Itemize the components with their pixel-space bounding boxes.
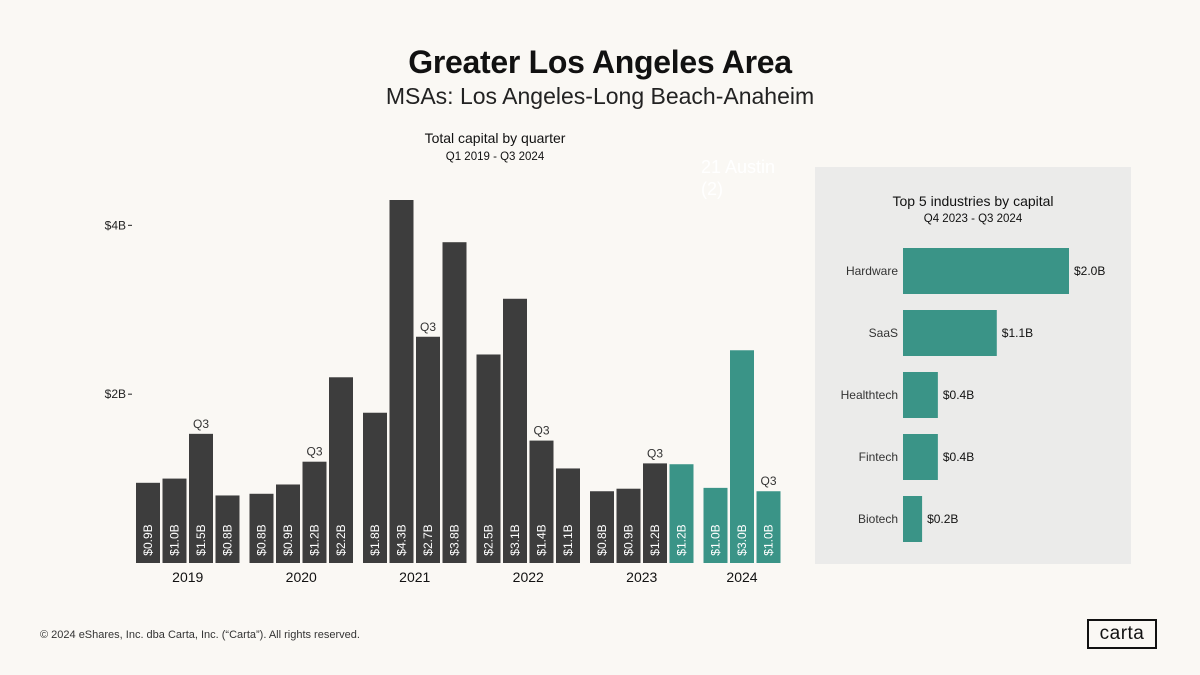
industry-bar xyxy=(903,496,923,542)
bar-value-label: $0.8B xyxy=(595,524,609,555)
industries-subtitle: Q4 2023 - Q3 2024 xyxy=(923,213,1023,225)
bar xyxy=(442,242,467,564)
bar-value-label: $3.0B xyxy=(735,524,749,555)
bar xyxy=(703,487,728,563)
industry-label: Biotech xyxy=(858,512,898,526)
bar-value-label: $1.0B xyxy=(709,524,723,555)
copyright-footer: © 2024 eShares, Inc. dba Carta, Inc. (“C… xyxy=(40,629,360,641)
bar-value-label: $4.3B xyxy=(395,524,409,555)
bar xyxy=(590,491,614,563)
ghost-line-2: (2) xyxy=(701,179,723,199)
bar xyxy=(730,350,754,563)
industry-value-label: $0.2B xyxy=(927,512,958,526)
page-subtitle: MSAs: Los Angeles-Long Beach-Anaheim xyxy=(385,83,815,109)
x-year-label: 2021 xyxy=(399,569,430,585)
bar xyxy=(189,433,213,563)
industry-value-label: $1.1B xyxy=(1002,326,1033,340)
x-year-label: 2020 xyxy=(286,569,317,585)
bar xyxy=(416,336,440,563)
industry-bar xyxy=(903,248,1069,294)
bar-value-label: $3.8B xyxy=(448,524,462,555)
bar xyxy=(529,440,554,563)
bar xyxy=(363,412,387,563)
q3-marker: Q3 xyxy=(647,446,663,460)
industry-value-label: $2.0B xyxy=(1074,264,1105,278)
industry-bar xyxy=(903,372,938,418)
bar xyxy=(669,464,694,563)
bar-value-label: $2.5B xyxy=(482,524,496,555)
bar-value-label: $1.0B xyxy=(762,524,776,555)
bar xyxy=(329,377,353,563)
industry-bar xyxy=(903,310,997,356)
ghost-overlay-text: 21 Austin (2) xyxy=(701,156,775,200)
industry-value-label: $0.4B xyxy=(943,388,974,402)
q3-marker: Q3 xyxy=(193,417,209,431)
q3-marker: Q3 xyxy=(533,424,549,438)
q3-marker: Q3 xyxy=(420,320,436,334)
bar xyxy=(476,354,501,563)
q3-marker: Q3 xyxy=(760,474,776,488)
bar-value-label: $1.5B xyxy=(194,524,208,555)
bar xyxy=(503,298,527,563)
bar-value-label: $1.2B xyxy=(648,524,662,555)
x-year-label: 2024 xyxy=(726,569,757,585)
industry-label: Healthtech xyxy=(841,388,898,402)
industry-label: SaaS xyxy=(869,326,898,340)
y-tick-label: $4B xyxy=(105,218,126,232)
bar xyxy=(556,468,580,563)
x-year-label: 2022 xyxy=(513,569,544,585)
chart-subtitle: Q1 2019 - Q3 2024 xyxy=(445,151,545,163)
x-year-label: 2023 xyxy=(626,569,657,585)
industry-bar xyxy=(903,434,938,480)
bar-value-label: $1.1B xyxy=(561,524,575,555)
x-year-label: 2019 xyxy=(172,569,203,585)
ghost-line-1: 21 Austin xyxy=(701,157,776,177)
bar-value-label: $0.8B xyxy=(255,524,269,555)
bar xyxy=(616,488,641,563)
bar-value-label: $3.1B xyxy=(508,524,522,555)
bar-value-label: $0.9B xyxy=(622,524,636,555)
bar xyxy=(136,482,160,563)
carta-logo[interactable]: carta xyxy=(1087,619,1157,649)
bar xyxy=(756,491,781,563)
bar xyxy=(249,493,274,563)
capital-by-quarter-chart: $2B $4B $0.9B $1.0B $1.5B Q3 $0.8B $0.8B $0.9B $1… xyxy=(105,200,781,585)
bar-value-label: $2.7B xyxy=(421,524,435,555)
bar-value-label: $1.2B xyxy=(308,524,322,555)
page-title: Greater Los Angeles Area xyxy=(408,44,792,80)
bar-value-label: $0.8B xyxy=(221,524,235,555)
industry-label: Hardware xyxy=(846,264,898,278)
chart-title: Total capital by quarter xyxy=(424,130,566,146)
bar-value-label: $1.4B xyxy=(535,524,549,555)
industry-value-label: $0.4B xyxy=(943,450,974,464)
bar xyxy=(162,478,187,563)
bar xyxy=(643,463,667,563)
bar xyxy=(389,200,414,563)
bar-value-label: $0.9B xyxy=(141,524,155,555)
top-industries-chart: Hardware $2.0B SaaS $1.1B Healthtech $0.4B Fin… xyxy=(841,248,1105,542)
y-tick-label: $2B xyxy=(105,387,126,401)
q3-marker: Q3 xyxy=(306,445,322,459)
bar xyxy=(302,461,327,563)
industry-label: Fintech xyxy=(859,450,898,464)
bar xyxy=(276,484,300,563)
bar-value-label: $0.9B xyxy=(281,524,295,555)
bar-value-label: $2.2B xyxy=(334,524,348,555)
bar-value-label: $1.8B xyxy=(368,524,382,555)
bar-value-label: $1.2B xyxy=(675,524,689,555)
bar-value-label: $1.0B xyxy=(168,524,182,555)
industries-panel xyxy=(815,167,1131,564)
industries-title: Top 5 industries by capital xyxy=(892,193,1054,209)
bar xyxy=(215,495,240,563)
